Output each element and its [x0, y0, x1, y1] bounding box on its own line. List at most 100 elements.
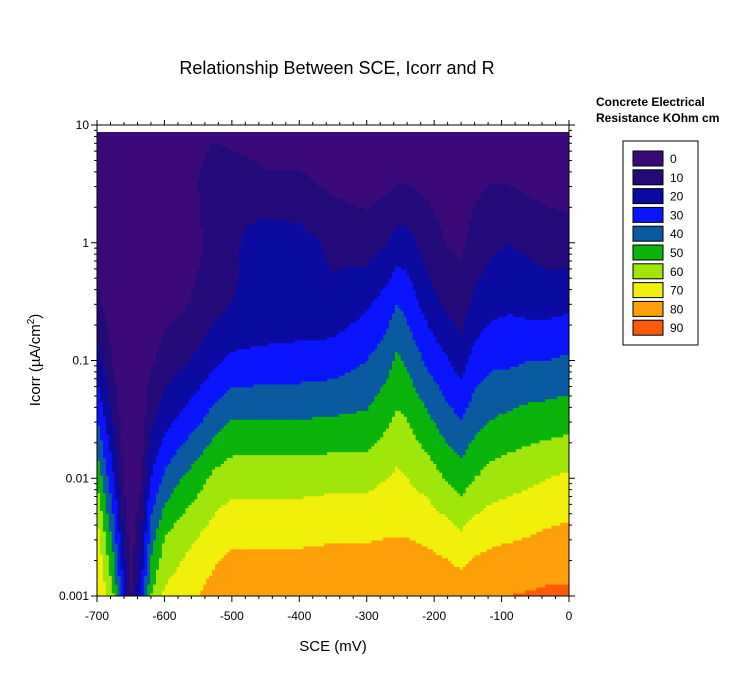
contour-cell	[183, 137, 186, 140]
contour-cell	[174, 567, 177, 570]
contour-cell	[147, 464, 150, 467]
contour-cell	[156, 493, 159, 496]
contour-cell	[118, 443, 121, 446]
contour-cell	[127, 572, 130, 575]
contour-cell	[112, 284, 115, 287]
contour-cell	[127, 349, 130, 352]
contour-cell	[132, 587, 135, 590]
contour-cell	[124, 216, 127, 219]
contour-cell	[162, 355, 165, 358]
contour-cell	[124, 219, 127, 222]
contour-cell	[118, 328, 121, 331]
contour-cell	[129, 481, 132, 484]
contour-cell	[147, 199, 150, 202]
contour-cell	[186, 517, 189, 520]
contour-cell	[129, 393, 132, 396]
contour-cell	[129, 466, 132, 469]
contour-cell	[97, 149, 100, 152]
contour-cell	[100, 166, 103, 169]
contour-cell	[127, 199, 130, 202]
contour-cell	[121, 187, 124, 190]
contour-cell	[118, 575, 121, 578]
contour-cell	[132, 425, 135, 428]
contour-cell	[156, 190, 159, 193]
contour-cell	[115, 316, 118, 319]
contour-cell	[132, 293, 135, 296]
contour-cell	[180, 387, 183, 390]
contour-cell	[138, 255, 141, 258]
contour-cell	[106, 578, 109, 581]
contour-cell	[183, 405, 186, 408]
contour-cell	[159, 396, 162, 399]
contour-cell	[144, 437, 147, 440]
contour-cell	[183, 246, 186, 249]
contour-cell	[144, 308, 147, 311]
contour-cell	[112, 349, 115, 352]
contour-cell	[129, 411, 132, 414]
contour-cell	[171, 555, 174, 558]
contour-cell	[147, 519, 150, 522]
contour-cell	[147, 252, 150, 255]
contour-cell	[121, 151, 124, 154]
contour-cell	[186, 157, 189, 160]
contour-cell	[121, 352, 124, 355]
contour-cell	[174, 278, 177, 281]
contour-cell	[174, 284, 177, 287]
contour-cell	[121, 428, 124, 431]
contour-cell	[121, 484, 124, 487]
contour-cell	[168, 522, 171, 525]
contour-cell	[147, 411, 150, 414]
contour-cell	[138, 428, 141, 431]
contour-cell	[153, 358, 156, 361]
contour-cell	[153, 316, 156, 319]
contour-cell	[174, 172, 177, 175]
contour-cell	[147, 490, 150, 493]
contour-cell	[106, 134, 109, 137]
contour-cell	[156, 511, 159, 514]
contour-cell	[115, 278, 118, 281]
contour-cell	[109, 384, 112, 387]
contour-cell	[129, 358, 132, 361]
contour-cell	[129, 505, 132, 508]
contour-cell	[156, 505, 159, 508]
contour-cell	[112, 146, 115, 149]
contour-cell	[115, 478, 118, 481]
contour-cell	[150, 422, 153, 425]
contour-cell	[153, 564, 156, 567]
contour-cell	[165, 281, 168, 284]
contour-cell	[180, 428, 183, 431]
contour-cell	[168, 437, 171, 440]
contour-cell	[156, 481, 159, 484]
contour-cell	[138, 578, 141, 581]
contour-cell	[144, 275, 147, 278]
contour-cell	[162, 537, 165, 540]
contour-cell	[183, 525, 186, 528]
contour-cell	[124, 540, 127, 543]
contour-cell	[115, 287, 118, 290]
contour-cell	[127, 252, 130, 255]
contour-cell	[115, 343, 118, 346]
contour-cell	[159, 431, 162, 434]
contour-cell	[138, 352, 141, 355]
contour-cell	[165, 225, 168, 228]
contour-cell	[147, 172, 150, 175]
contour-cell	[100, 204, 103, 207]
contour-cell	[106, 154, 109, 157]
contour-cell	[153, 160, 156, 163]
contour-cell	[162, 337, 165, 340]
contour-cell	[159, 375, 162, 378]
contour-cell	[180, 154, 183, 157]
contour-cell	[156, 325, 159, 328]
contour-cell	[159, 402, 162, 405]
contour-cell	[153, 275, 156, 278]
contour-cell	[150, 369, 153, 372]
contour-cell	[177, 387, 180, 390]
contour-cell	[121, 567, 124, 570]
contour-cell	[147, 210, 150, 213]
contour-cell	[109, 458, 112, 461]
contour-cell	[165, 528, 168, 531]
contour-cell	[138, 514, 141, 517]
contour-cell	[141, 249, 144, 252]
contour-cell	[159, 278, 162, 281]
contour-cell	[162, 517, 165, 520]
